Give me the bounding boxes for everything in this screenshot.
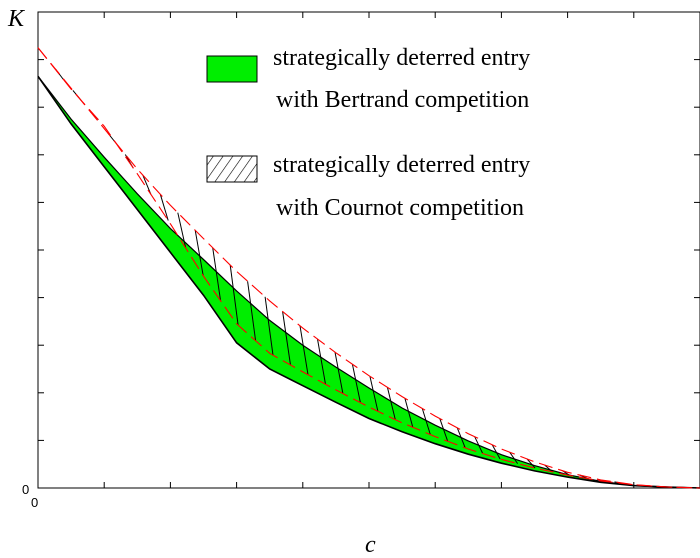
cournot-hatch-line (299, 325, 309, 375)
legend-label-cournot-line2: with Cournot competition (276, 195, 524, 221)
cournot-hatch-line (247, 281, 257, 341)
cournot-hatch-line (334, 352, 344, 394)
x-tick-label-0: 0 (31, 495, 38, 510)
cournot-hatch-line (369, 376, 379, 412)
bertrand-upper-boundary (37, 75, 700, 489)
cournot-hatch (55, 68, 623, 484)
cournot-hatch-line (229, 264, 239, 326)
cournot-hatch-line (194, 230, 204, 276)
cournot-hatch-line (282, 311, 291, 366)
cournot-lower-boundary (37, 47, 700, 489)
legend: strategically deterred entry with Bertra… (206, 45, 530, 221)
cournot-hatch-line (264, 296, 274, 356)
cournot-hatch-line (421, 408, 431, 435)
cournot-hatch-line (509, 451, 519, 464)
legend-label-bertrand-line2: with Bertrand competition (276, 87, 529, 113)
cournot-hatch-line (351, 364, 361, 403)
cournot-hatch-line (386, 387, 396, 420)
y-axis-label: K (7, 6, 26, 32)
cournot-hatch-line (491, 444, 501, 460)
cournot-hatch-line (439, 418, 449, 442)
cournot-hatch-line (142, 174, 152, 195)
cournot-hatch-line (317, 339, 326, 385)
bertrand-lower-boundary (37, 75, 700, 489)
cournot-hatch-line (159, 194, 169, 221)
x-axis-label: c (365, 532, 376, 558)
legend-label-cournot-line1: strategically deterred entry (273, 152, 530, 178)
legend-label-bertrand-line1: strategically deterred entry (273, 45, 530, 71)
cournot-hatch-line (212, 247, 222, 301)
bertrand-region (38, 76, 700, 489)
y-tick-label-0: 0 (22, 482, 29, 497)
legend-swatch-cournot (206, 155, 258, 183)
cournot-upper-boundary (37, 47, 700, 489)
legend-swatch-bertrand (206, 55, 258, 83)
cournot-hatch-line (526, 458, 536, 469)
cournot-hatch-line (404, 398, 414, 428)
